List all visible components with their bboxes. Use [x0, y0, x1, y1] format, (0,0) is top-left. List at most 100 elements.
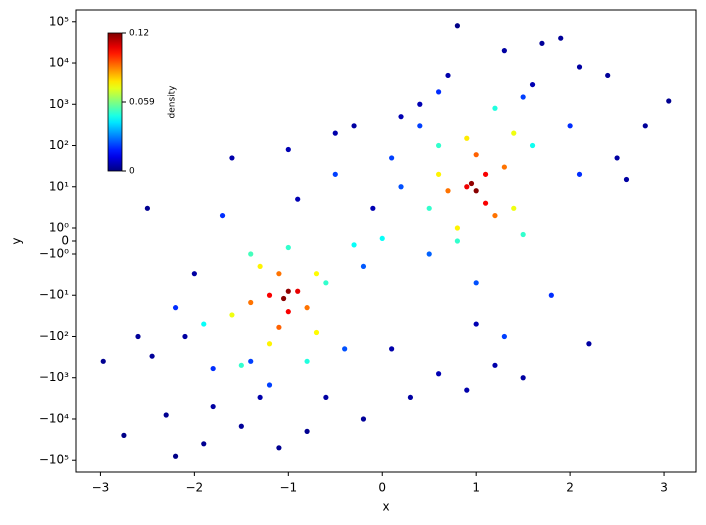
y-tick-label: −10⁵ [39, 453, 69, 467]
point [304, 358, 310, 364]
point [191, 271, 197, 277]
point [436, 171, 442, 177]
y-axis-label: y [10, 237, 24, 244]
y-tick-label: −10³ [39, 370, 69, 384]
point [464, 184, 470, 190]
x-tick-label: 3 [660, 481, 668, 495]
points [100, 23, 672, 459]
point [100, 358, 106, 364]
y-tick-label: 10¹ [49, 179, 69, 193]
point [121, 432, 127, 438]
x-tick-label: −2 [186, 481, 204, 495]
point [172, 305, 179, 311]
y-tick-label: 10³ [49, 97, 69, 111]
point [201, 441, 207, 447]
point [454, 225, 460, 231]
point [492, 212, 498, 219]
y-tick-label: 10⁰ [49, 221, 69, 235]
y-tick-label: 10⁴ [49, 56, 69, 70]
point [266, 382, 273, 388]
point [529, 81, 536, 88]
point [144, 205, 150, 211]
point [464, 387, 470, 393]
point [182, 333, 188, 340]
point [492, 362, 498, 368]
point [379, 235, 385, 242]
point [398, 184, 404, 190]
point [342, 346, 348, 352]
point [520, 231, 526, 238]
point [426, 251, 432, 257]
point [482, 171, 489, 177]
point [304, 305, 310, 311]
point [281, 295, 287, 302]
x-tick-label: 1 [472, 481, 480, 495]
point [576, 64, 583, 70]
point [623, 176, 630, 183]
point [501, 164, 507, 170]
point [210, 403, 216, 410]
point [313, 271, 320, 277]
point [558, 35, 564, 41]
axes: −3 −2 −1 0 1 2 310⁵10⁴10³10²10¹10⁰0−10⁰−10¹−10… [39, 14, 668, 494]
point [304, 428, 310, 434]
point [436, 142, 442, 149]
point [285, 146, 291, 153]
point [666, 98, 672, 104]
point [323, 280, 329, 286]
point [370, 205, 376, 211]
point [501, 333, 507, 340]
point [219, 212, 226, 219]
point [285, 244, 291, 251]
colorbar-label: density [168, 85, 178, 119]
point [473, 280, 479, 286]
point [482, 200, 489, 206]
point [360, 263, 367, 270]
point [576, 171, 583, 177]
point [605, 72, 611, 79]
point [276, 271, 282, 277]
point [266, 341, 273, 347]
point [257, 263, 263, 270]
point [567, 123, 573, 129]
point [149, 353, 155, 359]
point [135, 333, 141, 340]
point [473, 152, 479, 158]
point [389, 346, 395, 352]
x-tick-label: 0 [378, 481, 386, 495]
point [360, 416, 367, 422]
point [295, 288, 301, 294]
point [501, 48, 507, 54]
y-tick-label: 10⁵ [49, 14, 69, 28]
x-tick-label: −1 [279, 481, 297, 495]
point [445, 72, 451, 79]
point [210, 365, 216, 372]
point [201, 321, 207, 327]
y-tick-label: 0 [61, 234, 69, 248]
point [276, 324, 282, 330]
point [454, 23, 460, 29]
point [257, 394, 263, 401]
point [539, 40, 545, 46]
point [229, 312, 235, 318]
point [238, 423, 244, 429]
point [295, 196, 301, 202]
point [445, 188, 451, 194]
colorbar-tick-label: 0.12 [129, 29, 149, 39]
point [172, 453, 179, 459]
x-axis-label: x [382, 500, 389, 514]
point [266, 292, 273, 298]
point [454, 238, 460, 244]
point [464, 135, 470, 141]
x-tick-label: −3 [92, 481, 110, 495]
point [520, 94, 526, 100]
point [417, 101, 423, 107]
x-tick-label: 2 [566, 481, 574, 495]
y-tick-label: −10⁰ [39, 246, 69, 260]
point [520, 375, 526, 381]
point [614, 155, 620, 161]
point [473, 188, 479, 194]
point [248, 358, 254, 364]
point [248, 299, 254, 306]
